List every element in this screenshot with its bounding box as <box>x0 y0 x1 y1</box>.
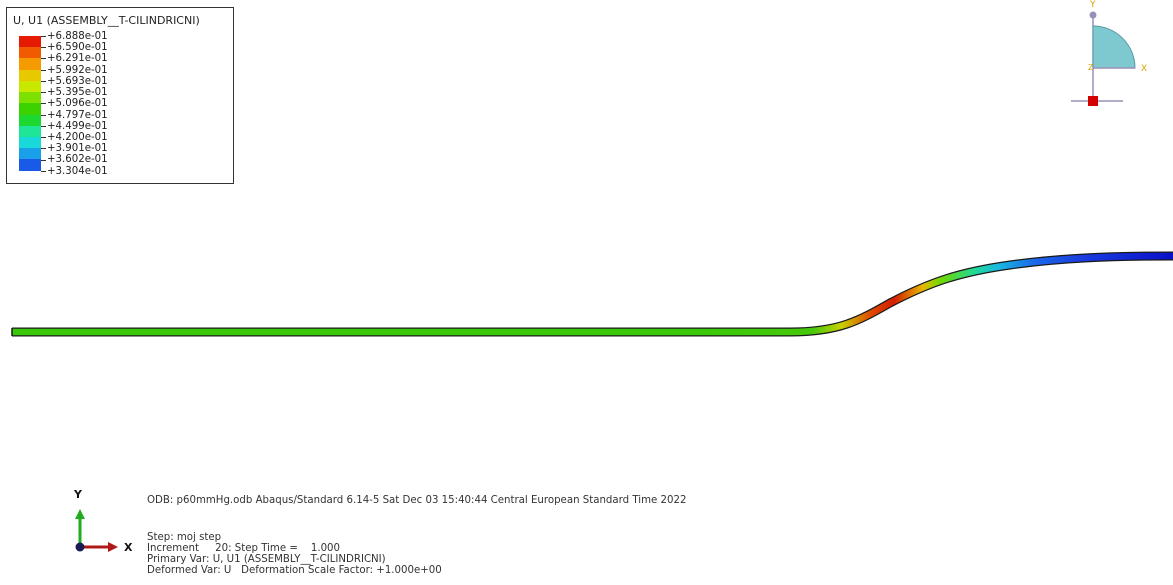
legend-tick <box>41 159 46 161</box>
legend-swatch <box>19 103 41 115</box>
legend-tick <box>41 36 46 37</box>
primary-var-label: Primary Var: U, U1 (ASSEMBLY__T-CILINDRI… <box>147 554 386 565</box>
legend-swatch <box>19 114 41 126</box>
x-axis-label: X <box>124 541 133 554</box>
legend-swatch <box>19 47 41 59</box>
legend-tick <box>41 103 46 105</box>
legend-labels: +6.888e-01 +6.590e-01 +6.291e-01 +5.992e… <box>47 31 108 177</box>
legend-tick <box>41 137 46 139</box>
legend-tick <box>41 148 46 150</box>
legend-swatch <box>19 136 41 149</box>
legend-color-bar <box>19 36 41 171</box>
contour-legend: U, U1 (ASSEMBLY__T-CILINDRICNI) +6.888e-… <box>6 7 234 184</box>
deformed-var-label: Deformed Var: U Deformation Scale Factor… <box>147 565 442 576</box>
legend-title: U, U1 (ASSEMBLY__T-CILINDRICNI) <box>13 14 200 27</box>
legend-label: +6.291e-01 <box>47 53 108 65</box>
step-label: Step: moj step <box>147 532 222 543</box>
legend-label: +3.304e-01 <box>47 165 108 177</box>
legend-tick <box>41 58 46 60</box>
legend-label: +4.200e-01 <box>47 131 108 143</box>
legend-tick <box>41 170 46 172</box>
legend-label: +5.096e-01 <box>47 98 108 110</box>
view-x-axis-label: X <box>1141 64 1147 74</box>
coordinate-triad: Y X <box>73 488 133 554</box>
view-orientation-triad: X Y Z <box>1071 0 1147 106</box>
legend-label: +4.797e-01 <box>47 109 108 121</box>
deformed-tube-contour <box>12 252 1173 336</box>
view-y-axis-label: Y <box>1089 0 1096 10</box>
legend-swatch <box>19 159 41 171</box>
legend-label: +5.992e-01 <box>47 64 108 76</box>
legend-label: +5.395e-01 <box>47 87 108 99</box>
legend-label: +3.602e-01 <box>47 154 108 166</box>
legend-swatch <box>19 125 41 137</box>
legend-tick <box>41 114 46 116</box>
legend-label: +6.888e-01 <box>47 31 108 42</box>
legend-label: +5.693e-01 <box>47 75 108 87</box>
legend-swatch <box>19 69 41 81</box>
view-z-axis-label: Z <box>1088 63 1094 72</box>
legend-swatch <box>19 148 41 160</box>
legend-tick <box>41 125 46 127</box>
legend-tick <box>41 80 46 82</box>
legend-swatch <box>19 80 41 93</box>
legend-swatch <box>19 58 41 70</box>
legend-swatch <box>19 36 41 48</box>
y-axis-label: Y <box>73 488 83 501</box>
legend-label: +4.499e-01 <box>47 120 108 132</box>
legend-tick <box>41 92 46 94</box>
increment-label: Increment 20: Step Time = 1.000 <box>147 543 341 554</box>
legend-tick <box>41 69 46 71</box>
step-info-block: Step: moj step Increment 20: Step Time =… <box>147 532 442 576</box>
odb-info-line: ODB: p60mmHg.odb Abaqus/Standard 6.14-5 … <box>147 495 687 506</box>
legend-swatch <box>19 92 41 104</box>
legend-label: +3.901e-01 <box>47 143 108 155</box>
legend-label: +6.590e-01 <box>47 42 108 54</box>
legend-tick <box>41 47 46 49</box>
